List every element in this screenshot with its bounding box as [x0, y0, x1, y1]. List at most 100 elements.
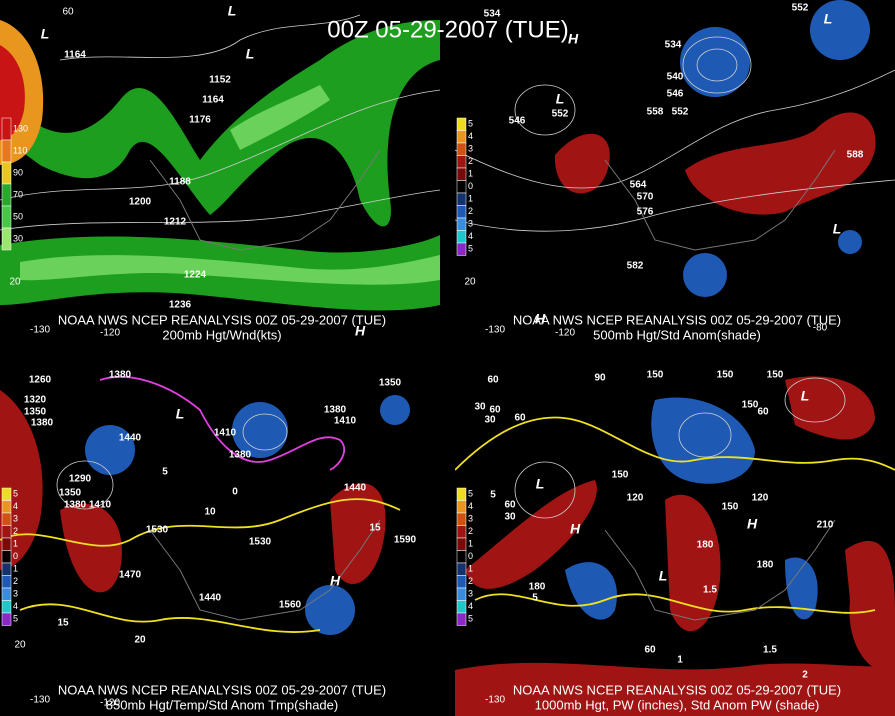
freezing-line: [99, 376, 345, 471]
legend-label: 2: [468, 526, 473, 536]
legend-label: 4: [468, 231, 473, 241]
legend-label: 2: [13, 576, 18, 586]
legend-label: 0: [468, 181, 473, 191]
legend-swatch: [1, 487, 12, 501]
contour-label: 534: [665, 40, 682, 51]
negative-anomaly: [565, 562, 617, 620]
contour-label: 1470: [119, 570, 142, 581]
contour-label: 552: [672, 107, 689, 118]
contour-label: 1164: [202, 95, 224, 106]
contour-label: 588: [847, 150, 864, 161]
contour-label: 1.5: [763, 645, 777, 656]
contour: [0, 189, 440, 231]
coordinate-label: -80: [813, 323, 828, 334]
contour-label: 150: [717, 370, 734, 381]
contour-label: 1380: [64, 500, 87, 511]
legend-label: 4: [13, 601, 18, 611]
contour-label: 546: [667, 89, 684, 100]
legend-label: 2: [468, 576, 473, 586]
contour-label: 60: [489, 405, 501, 416]
legend-label: 130: [13, 123, 28, 133]
contour-label: 534: [484, 9, 501, 20]
legend-label: 3: [468, 144, 473, 154]
temperature-contour: [0, 498, 401, 547]
contour-label: 1188: [169, 177, 191, 188]
pressure-center: L: [833, 221, 842, 237]
legend-swatch: [1, 500, 12, 514]
legend-label: 4: [468, 131, 473, 141]
panel-source: NOAA NWS NCEP REANALYSIS 00Z 05-29-2007 …: [58, 312, 386, 327]
coastline: [604, 519, 836, 621]
contour-label: 1440: [199, 593, 222, 604]
contour-label: 1350: [379, 378, 402, 389]
negative-anomaly: [683, 253, 727, 297]
legend-label: 5: [468, 244, 473, 254]
legend-swatch: [1, 562, 12, 576]
contour-label: 558: [647, 107, 664, 118]
panel-source: NOAA NWS NCEP REANALYSIS 00Z 05-29-2007 …: [513, 682, 841, 697]
contour-label: 1530: [146, 525, 169, 536]
legend-label: 3: [468, 219, 473, 229]
contour-label: 1164: [64, 50, 86, 61]
legend-swatch: [1, 183, 12, 207]
coordinate-label: -130: [30, 325, 50, 336]
contour-label: 576: [637, 207, 654, 218]
coordinate-label: 20: [14, 640, 26, 651]
panel-product: 1000mb Hgt, PW (inches), Std Anom PW (sh…: [535, 697, 820, 712]
contour-label: 1290: [69, 474, 92, 485]
contour-label: 210: [817, 520, 834, 531]
jet-band: [0, 20, 440, 227]
contour-label: 552: [792, 3, 809, 14]
legend-swatch: [1, 537, 12, 551]
positive-anomaly: [330, 483, 386, 585]
legend-swatch: [1, 117, 12, 141]
contour-label: 15: [369, 523, 381, 534]
contour-label: 150: [767, 370, 784, 381]
contour-label: 540: [667, 72, 684, 83]
contour-label: 1380: [324, 405, 347, 416]
contour-label: 60: [644, 645, 656, 656]
jet-core: [230, 85, 330, 150]
contour-label: 15: [57, 618, 69, 629]
contour-label: 1380: [109, 370, 132, 381]
legend-label: 5: [468, 489, 473, 499]
positive-anomaly: [455, 662, 895, 716]
coordinate-label: -120: [555, 328, 575, 339]
coastline: [604, 149, 836, 251]
contour-label: 10: [204, 507, 216, 518]
legend-swatch: [1, 550, 12, 564]
legend-swatch: [456, 117, 467, 131]
contour: [682, 36, 752, 94]
legend-swatch: [456, 612, 467, 626]
contour-label: 20: [134, 635, 146, 646]
legend-swatch: [456, 562, 467, 576]
contour-label: 1200: [129, 197, 152, 208]
legend-swatch: [456, 575, 467, 589]
legend-label: 3: [468, 589, 473, 599]
legend-swatch: [1, 512, 12, 526]
contour-label: 1410: [214, 428, 237, 439]
contour-label: 1152: [209, 75, 231, 86]
legend-swatch: [456, 550, 467, 564]
contour-label: 150: [722, 502, 739, 513]
coastline: [149, 519, 381, 621]
contour-label: 1350: [59, 488, 82, 499]
contour: [784, 377, 846, 423]
legend-swatch: [1, 205, 12, 229]
contour-label: 180: [757, 560, 774, 571]
contour-label: 1236: [169, 300, 192, 311]
jet-max-core: [0, 45, 25, 140]
pressure-center: L: [246, 46, 255, 62]
legend-label: 50: [13, 211, 23, 221]
legend-swatch: [456, 192, 467, 206]
positive-anomaly: [665, 494, 721, 632]
contour: [56, 460, 114, 510]
legend-label: 30: [13, 233, 23, 243]
legend-label: 5: [468, 614, 473, 624]
coastline: [149, 149, 381, 251]
positive-anomaly: [60, 503, 122, 593]
panel-850mb: 1260132013501380138014401380141013501380…: [0, 370, 417, 712]
contour-label: 1350: [24, 407, 47, 418]
